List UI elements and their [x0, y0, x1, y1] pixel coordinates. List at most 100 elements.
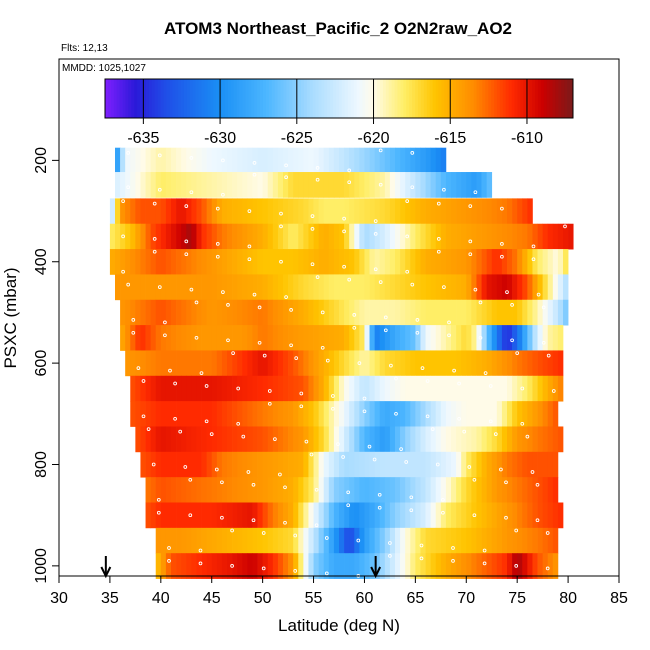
heatmap-cell: [379, 426, 386, 453]
heatmap-cell: [308, 350, 314, 377]
heatmap-cell: [507, 527, 513, 554]
heatmap-cell: [252, 147, 258, 174]
heatmap-cell: [563, 249, 569, 275]
heatmap-cell: [221, 172, 228, 198]
heatmap-cell: [277, 325, 284, 351]
heatmap-cell: [125, 299, 131, 326]
heatmap-cell: [364, 375, 370, 402]
heatmap-cell: [140, 223, 146, 250]
sample-point: [252, 172, 257, 177]
heatmap-cell: [445, 223, 452, 250]
heatmap-cell: [517, 375, 523, 402]
flights-label: Flts: 12,13: [61, 43, 108, 54]
heatmap-cell: [115, 147, 121, 174]
heatmap-cell: [501, 223, 508, 250]
heatmap-cell: [501, 553, 508, 579]
heatmap-cell: [196, 527, 202, 554]
colorbar-segment: [555, 79, 559, 118]
colorbar-segment: [400, 79, 404, 118]
sample-point: [126, 282, 131, 287]
heatmap-cell: [354, 223, 360, 250]
heatmap-cell: [145, 375, 151, 402]
heatmap-cell: [201, 249, 207, 275]
heatmap-cell: [288, 426, 294, 453]
heatmap-cell: [369, 502, 375, 529]
heatmap-cell: [501, 299, 508, 326]
heatmap-cell: [415, 502, 421, 529]
heatmap-cell: [430, 325, 437, 351]
heatmap-cell: [206, 325, 213, 351]
heatmap-cell: [384, 274, 391, 301]
heatmap-cell: [425, 198, 431, 225]
heatmap-cell: [186, 350, 192, 377]
colorbar-segment: [125, 79, 129, 118]
heatmap-cell: [160, 350, 167, 377]
y-tick-label: 400: [33, 248, 50, 275]
heatmap-cell: [496, 223, 503, 250]
heatmap-cell: [303, 451, 309, 478]
sample-point: [246, 470, 251, 474]
heatmap-cell: [344, 553, 350, 579]
sample-point: [472, 477, 477, 482]
heatmap-cell: [267, 401, 274, 427]
heatmap-cell: [512, 426, 518, 453]
heatmap-cell: [466, 426, 472, 453]
heatmap-cell: [257, 477, 263, 503]
heatmap-cell: [415, 249, 421, 275]
heatmap-cell: [364, 401, 370, 427]
heatmap-cell: [196, 553, 202, 579]
colorbar-segment: [207, 79, 211, 118]
heatmap-cell: [176, 553, 182, 579]
heatmap-cell: [451, 426, 457, 453]
heatmap-cell: [135, 325, 141, 351]
heatmap-cell: [476, 299, 482, 326]
heatmap-cell: [537, 502, 543, 529]
colorbar-segment: [265, 79, 270, 118]
heatmap-cell: [328, 477, 335, 503]
heatmap-cell: [552, 299, 559, 326]
heatmap-cell: [145, 172, 151, 198]
heatmap-cell: [293, 502, 299, 529]
colorbar-segment: [210, 79, 214, 118]
heatmap-cell: [369, 249, 375, 275]
heatmap-cell: [252, 451, 258, 478]
heatmap-cell: [125, 198, 131, 225]
heatmap-cell: [298, 502, 304, 529]
heatmap-cell: [257, 274, 263, 301]
colorbar-segment: [561, 79, 565, 118]
heatmap-cell: [130, 325, 136, 351]
heatmap-cell: [430, 451, 437, 478]
heatmap-cell: [191, 299, 197, 326]
heatmap-cell: [430, 223, 437, 250]
y-tick-label: 800: [33, 451, 50, 478]
heatmap-cell: [537, 274, 543, 301]
heatmap-cell: [176, 198, 182, 225]
heatmap-cell: [384, 299, 391, 326]
heatmap-cell: [389, 502, 396, 529]
sample-point: [221, 158, 225, 163]
arrow-head: [100, 566, 112, 579]
heatmap-cell: [333, 299, 340, 326]
heatmap-cell: [221, 401, 228, 427]
heatmap-cell: [374, 426, 381, 453]
colorbar-segment: [438, 79, 442, 118]
heatmap-cell: [308, 401, 314, 427]
heatmap-cell: [486, 553, 493, 579]
heatmap-cell: [522, 375, 528, 402]
heatmap-cell: [440, 147, 447, 174]
heatmap-cell: [247, 553, 253, 579]
sample-point: [221, 192, 225, 197]
colorbar-segment: [105, 79, 109, 118]
sample-point: [373, 267, 378, 272]
heatmap-cell: [471, 477, 477, 503]
heatmap-cell: [349, 451, 355, 478]
heatmap-cell: [344, 274, 350, 301]
heatmap-cell: [257, 451, 263, 478]
sample-point: [425, 379, 430, 383]
colorbar-segment: [292, 79, 296, 118]
heatmap-cell: [522, 249, 528, 275]
heatmap-cell: [461, 426, 467, 453]
colorbar-segment: [140, 79, 144, 118]
heatmap-cell: [547, 223, 554, 250]
colorbar-segment: [456, 79, 460, 118]
